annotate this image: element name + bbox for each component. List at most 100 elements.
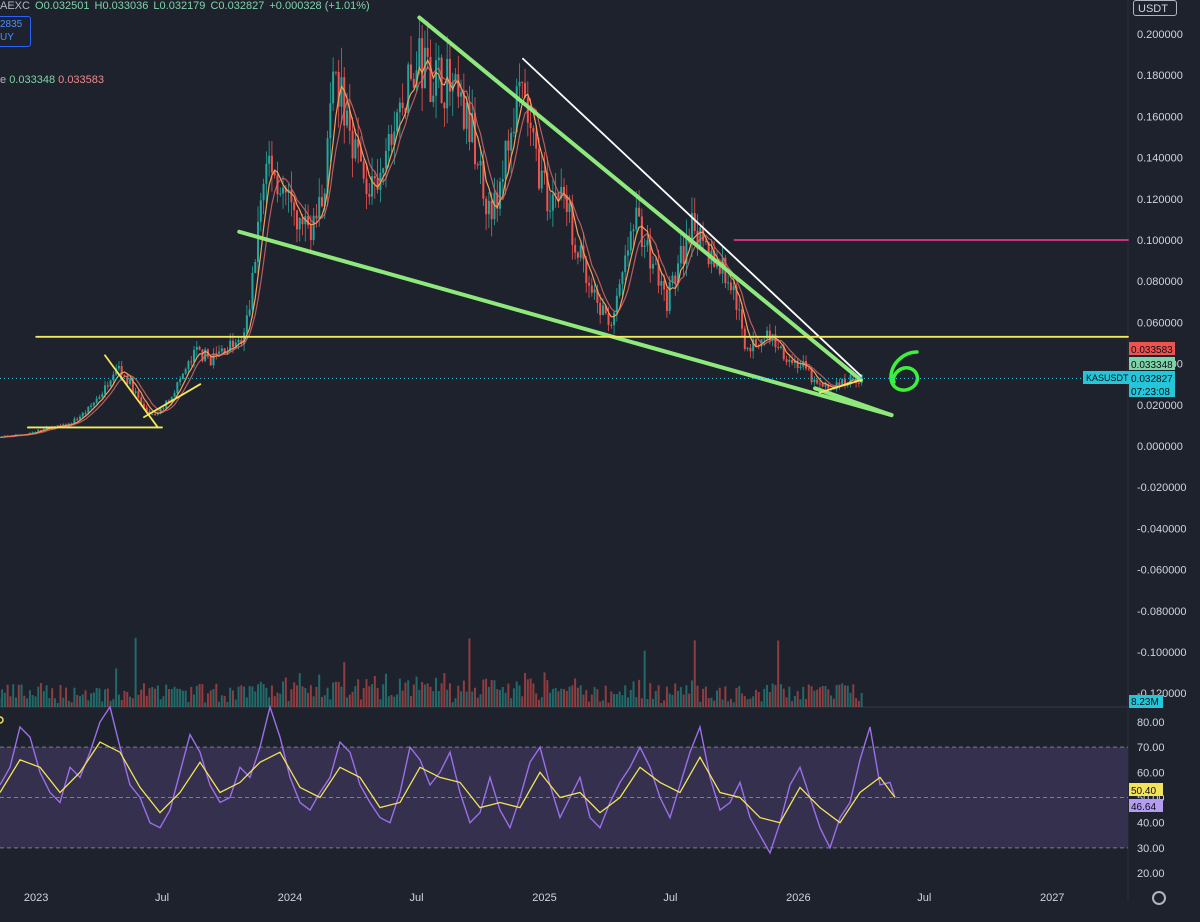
- candle-body: [240, 339, 243, 345]
- candle-body: [315, 215, 318, 219]
- candle-body: [78, 416, 81, 420]
- volume-bar: [87, 700, 90, 707]
- volume-bar: [793, 695, 796, 707]
- volume-bar: [295, 685, 298, 707]
- volume-bar: [59, 684, 62, 707]
- volume-bar: [329, 699, 332, 707]
- volume-bar: [749, 698, 752, 707]
- ohlc-legend: AEXC O0.032501 H0.033036 L0.032179 C0.03…: [0, 0, 372, 12]
- candle-body: [243, 332, 246, 345]
- candle-body: [613, 312, 616, 326]
- candle-body: [646, 240, 649, 246]
- volume-bar: [563, 689, 565, 707]
- volume-bar: [460, 691, 463, 707]
- volume-bar: [607, 702, 610, 707]
- volume-bar: [579, 685, 582, 707]
- candle-body: [473, 112, 476, 165]
- volume-bar: [201, 684, 204, 707]
- candle-body: [320, 197, 323, 207]
- price-label-bg: [1129, 384, 1175, 397]
- candle-body: [254, 261, 257, 273]
- candle-body: [376, 178, 379, 190]
- candle-body: [162, 408, 165, 410]
- volume-bar: [429, 686, 432, 707]
- volume-bar: [34, 696, 37, 707]
- volume-bar: [65, 687, 68, 707]
- volume-bar: [220, 695, 223, 707]
- price-tick-label: -0.100000: [1137, 647, 1187, 659]
- volume-bar: [843, 685, 846, 707]
- candle-body: [104, 385, 107, 395]
- candle-body: [95, 398, 98, 403]
- volume-bar: [134, 637, 137, 707]
- gear-icon[interactable]: [1152, 891, 1166, 905]
- descending-resistance-green: [417, 15, 863, 383]
- candle-body: [329, 103, 332, 139]
- descending-support-green: [237, 229, 894, 418]
- candle-body: [120, 366, 123, 376]
- volume-bar: [571, 685, 574, 707]
- candle-body: [359, 147, 362, 162]
- volume-bar: [621, 695, 624, 707]
- volume-bar: [282, 681, 285, 707]
- volume-bar: [521, 696, 524, 707]
- volume-bar: [485, 678, 488, 707]
- volume-bar: [810, 686, 813, 707]
- candle-body: [312, 215, 315, 240]
- volume-bar: [635, 697, 638, 707]
- symbol-price-box[interactable]: 2835 UY: [0, 16, 31, 47]
- volume-bar: [532, 683, 535, 707]
- volume-bar: [421, 682, 424, 707]
- price-tick-label: 0.080000: [1137, 276, 1183, 288]
- volume-bar: [193, 694, 196, 707]
- candle-body: [396, 112, 399, 132]
- volume-bar: [437, 691, 440, 707]
- candle-body: [632, 229, 635, 232]
- candle-body: [90, 405, 93, 407]
- candle-body: [468, 102, 471, 143]
- volume-bar: [53, 698, 56, 707]
- candle-body: [418, 38, 421, 71]
- rsi-band-layer: [0, 746, 1128, 849]
- candle-body: [702, 227, 705, 241]
- volume-bar: [28, 690, 31, 707]
- volume-bar: [3, 692, 6, 707]
- candle-body: [129, 378, 132, 384]
- volume-bar: [26, 698, 29, 707]
- candle-body: [843, 378, 846, 385]
- time-tick-label: 2023: [24, 892, 48, 904]
- volume-bar: [31, 695, 34, 707]
- volume-bar: [254, 691, 257, 707]
- volume-bar: [805, 699, 808, 707]
- candle-body: [373, 176, 376, 179]
- candle-body: [117, 366, 120, 369]
- candle-body: [490, 200, 493, 220]
- rsi-label-bg: [1129, 799, 1163, 812]
- candle-body: [682, 245, 685, 264]
- candle-body: [307, 216, 310, 226]
- volume-bar: [14, 697, 17, 707]
- time-tick-label: 2024: [278, 892, 302, 904]
- candle-body: [507, 140, 510, 151]
- volume-bar: [270, 685, 273, 707]
- volume-bar: [126, 691, 129, 707]
- volume-bar: [543, 672, 546, 707]
- candle-body: [624, 255, 627, 273]
- volume-bar: [176, 688, 179, 707]
- triangle-upper-yellow: [104, 354, 159, 429]
- candle-body: [229, 340, 232, 352]
- volume-bar: [37, 686, 40, 707]
- volume-bar: [779, 684, 782, 707]
- volume-bar: [688, 693, 691, 707]
- currency-select[interactable]: USDT: [1133, 0, 1177, 16]
- candle-body: [574, 245, 577, 253]
- candle-body: [601, 305, 604, 316]
- volume-bar: [259, 681, 262, 707]
- candle-body: [766, 330, 769, 339]
- candle-body: [824, 384, 827, 387]
- time-tick-label: 2025: [532, 892, 556, 904]
- volume-bar: [757, 692, 760, 707]
- volume-bar: [257, 684, 260, 707]
- candle-body: [73, 418, 76, 424]
